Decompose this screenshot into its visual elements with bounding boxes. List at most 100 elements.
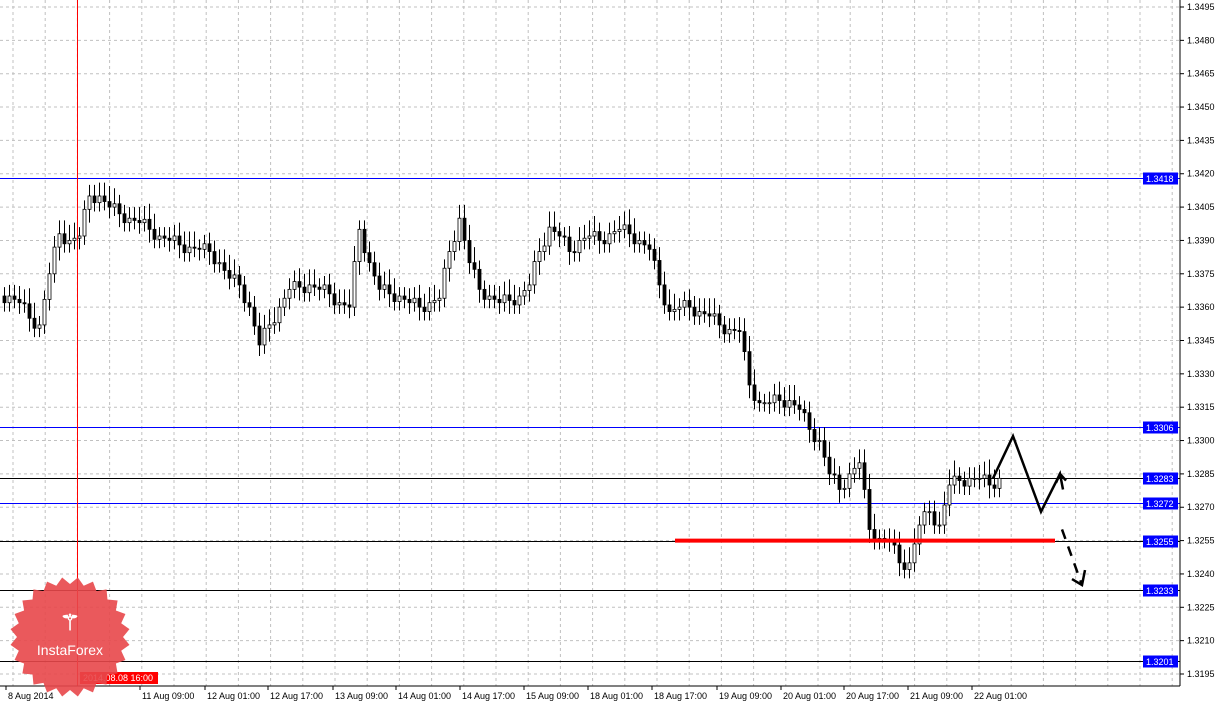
candle-body — [992, 484, 997, 489]
price-tick-label: 1.3345 — [1187, 335, 1215, 345]
time-tick-label: 12 Aug 01:00 — [207, 691, 260, 701]
candle-body — [77, 235, 82, 239]
time-tick-label: 18 Aug 17:00 — [654, 691, 707, 701]
candle-body — [937, 524, 942, 527]
candle-body — [897, 544, 902, 564]
candle-body — [497, 298, 502, 304]
candle-body — [462, 217, 467, 241]
candle-body — [332, 293, 337, 306]
level-tag — [1143, 497, 1178, 510]
candle-body — [142, 218, 147, 224]
candle-body — [287, 288, 292, 299]
time-tick-label: 22 Aug 01:00 — [974, 691, 1027, 701]
time-axis: 8 Aug 2014 11 Aug 09:00 12 Aug 01:00 12 Aug… — [5, 672, 1027, 701]
price-tick-label: 1.3225 — [1187, 602, 1215, 612]
candle-body — [842, 487, 847, 490]
candle-body — [817, 440, 822, 443]
logo-text: InstaForex — [37, 642, 103, 658]
candle-body — [212, 251, 217, 265]
candle-body — [932, 511, 937, 526]
candle-body — [337, 302, 342, 306]
candle-body — [952, 475, 957, 486]
candle-body — [617, 228, 622, 232]
candle-body — [172, 235, 177, 241]
price-tick-label: 1.3330 — [1187, 369, 1215, 379]
time-tick-label: 14 Aug 17:00 — [462, 691, 515, 701]
candle-body — [532, 261, 537, 286]
candle-body — [747, 351, 752, 386]
candle-body — [217, 262, 222, 265]
candle-body — [57, 233, 62, 248]
candle-body — [317, 286, 322, 290]
candle-body — [847, 473, 852, 489]
candle-body — [512, 300, 517, 306]
time-tick-label: 13 Aug 09:00 — [335, 691, 388, 701]
logo-starburst — [10, 577, 130, 697]
candle-body — [312, 284, 317, 288]
candle-body — [517, 295, 522, 306]
candle-body — [627, 224, 632, 235]
level-tag-label: 1.3283 — [1146, 474, 1174, 484]
candle-body — [642, 240, 647, 246]
candle-body — [72, 237, 77, 241]
grid — [0, 0, 1180, 686]
candle-body — [767, 402, 772, 405]
candle-body — [157, 235, 162, 240]
candle-body — [997, 477, 1002, 489]
candle-body — [612, 231, 617, 235]
candle-body — [137, 220, 142, 224]
candle-body — [47, 273, 52, 300]
candle-body — [197, 247, 202, 250]
candle-body — [942, 504, 947, 526]
level-tag — [1143, 421, 1178, 434]
candle-body — [527, 284, 532, 291]
candle-body — [357, 228, 362, 262]
time-tick-label: 14 Aug 01:00 — [398, 691, 451, 701]
price-tick-label: 1.3480 — [1187, 35, 1215, 45]
forecast-dashed-arrowhead — [1071, 569, 1087, 588]
candle-body — [202, 243, 207, 250]
candle-body — [437, 297, 442, 301]
candle-body — [432, 300, 437, 304]
price-tick-label: 1.3240 — [1187, 569, 1215, 579]
candle-body — [502, 294, 507, 304]
candle-body — [492, 295, 497, 300]
candle-body — [277, 306, 282, 324]
candle-body — [237, 274, 242, 286]
level-tag-label: 1.3233 — [1146, 586, 1174, 596]
candle-body — [12, 295, 17, 300]
candle-body — [62, 233, 67, 245]
candle-body — [162, 235, 167, 239]
candle-body — [392, 293, 397, 302]
time-tick-label: 19 Aug 09:00 — [719, 691, 772, 701]
candle-body — [972, 477, 977, 480]
candle-body — [92, 195, 97, 204]
candle-body — [657, 260, 662, 286]
candle-body — [422, 306, 427, 312]
price-tick-label: 1.3270 — [1187, 502, 1215, 512]
candle-body — [667, 304, 672, 312]
candle-body — [122, 213, 127, 224]
candle-body — [232, 274, 237, 279]
candle-body — [782, 400, 787, 408]
candle-body — [967, 477, 972, 487]
candle-body — [607, 233, 612, 245]
level-tag — [1143, 172, 1178, 185]
candle-body — [367, 252, 372, 264]
time-tick-label: 20 Aug 17:00 — [846, 691, 899, 701]
candle-body — [597, 231, 602, 241]
candle-body — [852, 467, 857, 475]
candle-body — [692, 306, 697, 317]
candle-body — [152, 228, 157, 240]
candle-body — [797, 404, 802, 410]
candle-body — [792, 400, 797, 406]
candle-body — [697, 311, 702, 317]
candle-body — [352, 261, 357, 308]
candle-body — [662, 284, 667, 306]
candle-body — [27, 303, 32, 319]
candle-body — [42, 298, 47, 326]
candle-body — [702, 311, 707, 315]
candle-body — [507, 294, 512, 301]
candle-body — [362, 228, 367, 254]
